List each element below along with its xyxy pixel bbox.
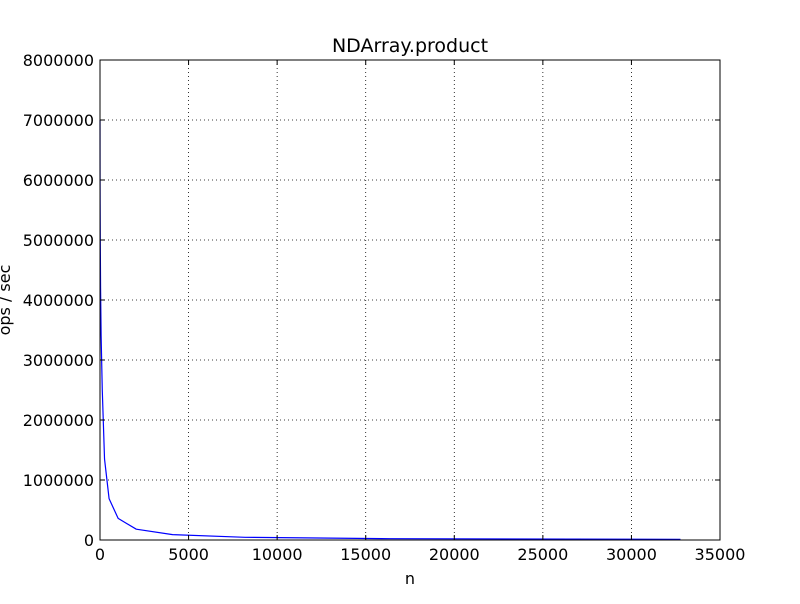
x-axis-label: n [405, 569, 415, 588]
x-tick-label: 10000 [252, 545, 303, 564]
y-tick-label: 5000000 [23, 231, 94, 250]
chart-title: NDArray.product [332, 35, 488, 57]
y-tick-label: 3000000 [23, 351, 94, 370]
y-tick-label: 7000000 [23, 111, 94, 130]
y-tick-label: 8000000 [23, 51, 94, 70]
x-tick-label: 0 [95, 545, 105, 564]
y-tick-label: 1000000 [23, 471, 94, 490]
y-axis-label: ops / sec [0, 265, 14, 336]
x-tick-label: 25000 [517, 545, 568, 564]
y-tick-label: 2000000 [23, 411, 94, 430]
y-tick-label: 4000000 [23, 291, 94, 310]
x-tick-label: 20000 [429, 545, 480, 564]
y-tick-label: 6000000 [23, 171, 94, 190]
x-tick-label: 15000 [340, 545, 391, 564]
x-tick-label: 35000 [695, 545, 746, 564]
x-tick-label: 30000 [606, 545, 657, 564]
y-tick-label: 0 [84, 531, 94, 550]
axis-ticks: 0 5000 10000 15000 20000 25000 30000 35000 0 1000… [23, 51, 746, 564]
x-tick-label: 5000 [168, 545, 209, 564]
